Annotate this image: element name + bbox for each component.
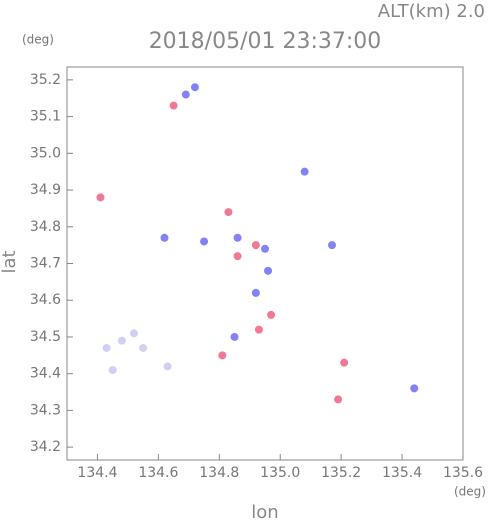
y-tick-label: 34.5 [30,329,61,345]
y-tick-label: 34.2 [30,439,61,455]
echo-point [254,325,263,334]
echo-point [190,83,199,92]
echo-point [200,237,209,246]
y-unit: (deg) [22,33,54,47]
echo-point [328,241,337,250]
echo-point [224,208,233,217]
echo-point [108,366,117,375]
x-tick-label: 134.8 [199,465,239,481]
echo-point [181,90,190,99]
y-tick-label: 34.4 [30,366,61,382]
y-tick-label: 34.9 [30,182,61,198]
echo-point [96,193,105,202]
x-axis-label: lon [251,502,278,521]
y-tick-label: 35.0 [30,145,61,161]
echo-point [160,233,169,242]
chart-title: 2018/05/01 23:37:00 [149,29,382,54]
echo-point [233,233,242,242]
echo-point [230,332,239,341]
y-tick-label: 34.3 [30,402,61,418]
echo-point [117,336,126,345]
echo-point [233,252,242,261]
echo-point [410,384,419,393]
y-tick-label: 35.1 [30,109,61,125]
x-unit: (deg) [454,485,486,499]
echo-point [251,241,260,250]
echo-point [340,358,349,367]
echo-point [261,244,269,253]
echo-point [334,395,343,404]
x-tick-label: 134.6 [138,465,178,481]
x-tick-label: 135.4 [382,465,422,481]
x-tick-label: 134.4 [77,465,117,481]
y-tick-label: 34.7 [30,256,61,272]
y-tick-label: 34.6 [30,292,61,308]
echo-point [251,288,260,297]
y-axis-label: lat [0,250,20,273]
echo-point [300,167,309,176]
echo-point [163,362,172,371]
echo-point [218,351,227,360]
plot-frame [66,66,464,461]
echo-point [139,343,148,352]
x-tick-label: 135.6 [443,465,483,481]
echo-point [264,266,273,275]
altitude-label: ALT(km) 2.0 [378,1,485,22]
echo-point [169,101,178,110]
x-tick-label: 135.2 [321,465,361,481]
echo-point [102,343,111,352]
y-tick-label: 34.8 [30,219,61,235]
y-tick-label: 35.2 [30,72,61,88]
x-tick-label: 135.0 [260,465,300,481]
echo-point [130,329,139,338]
echo-point [267,310,276,319]
